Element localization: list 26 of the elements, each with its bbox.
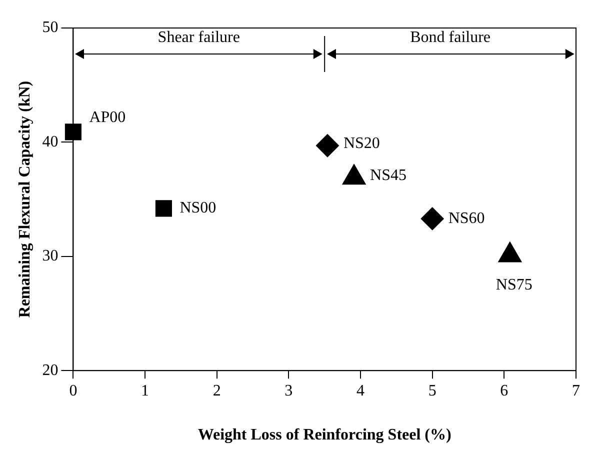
x-tick-label: 5: [428, 382, 436, 400]
annotation: NS20: [343, 134, 380, 152]
y-axis-title: Remaining Flexural Capacity (kN): [16, 80, 34, 318]
y-tick-label: 40: [42, 133, 58, 150]
point: [316, 134, 339, 158]
x-tick-label: 3: [284, 382, 293, 400]
x-tick-label: 6: [500, 382, 508, 400]
x-tick-label: 4: [356, 382, 365, 400]
x-tick-label: 1: [141, 382, 150, 400]
x-axis-title: Weight Loss of Reinforcing Steel (%): [198, 426, 452, 444]
annotation: NS60: [448, 210, 485, 227]
annotation: Shear failure: [158, 29, 240, 46]
x-tick-label: 2: [212, 382, 221, 400]
annotation: AP00: [89, 109, 126, 126]
point: [420, 207, 444, 230]
annotation: Bond failure: [410, 29, 491, 46]
y-tick-label: 20: [42, 362, 58, 379]
y-tick-label: 50: [42, 19, 58, 36]
annotation: NS45: [370, 166, 407, 184]
annotation: NS75: [496, 276, 532, 294]
point: [64, 124, 82, 140]
x-tick-label: 7: [572, 382, 580, 400]
point: [155, 200, 172, 217]
annotation: NS00: [180, 200, 216, 217]
x-tick-label: 0: [69, 382, 78, 400]
y-tick-label: 30: [42, 248, 58, 265]
